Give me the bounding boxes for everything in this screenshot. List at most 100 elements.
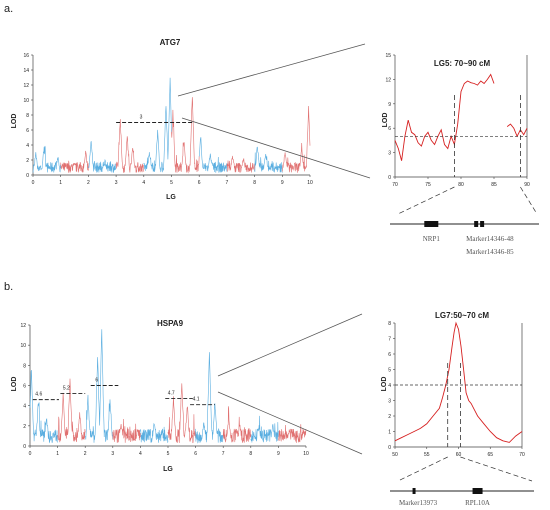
atg7-zoom-x-tick-label: 75 [425,182,431,188]
atg7-ylabel: LOD [11,114,18,129]
atg7-zoom-y-tick-label: 15 [385,53,391,59]
hspa9-y-tick-label: 12 [20,323,26,329]
atg7-lod-line-lg7 [198,137,228,173]
hspa9-x-tick-label: 5 [167,451,170,457]
atg7-zoom-y-tick-label: 3 [388,151,391,157]
hspa9-zoom-y-tick-label: 2 [388,414,391,420]
atg7-x-tick-label: 9 [281,180,284,186]
hspa9-y-tick-label: 6 [23,384,26,390]
hspa9-lod-line-lg7 [195,352,224,444]
hspa9-connector-top [217,313,363,377]
hspa9-threshold-label: 4.6 [35,392,42,398]
hspa9-x-tick-label: 1 [56,451,59,457]
atg7-y-tick-label: 6 [26,128,29,134]
atg7-x-tick-label: 2 [87,180,90,186]
hspa9-lod-line-lg5 [140,422,169,443]
atg7-y-tick-label: 14 [23,68,29,74]
hspa9-x-tick-label: 8 [249,451,252,457]
atg7-zoom-y-tick-label: 12 [385,77,391,83]
atg7-lod-line-lg5 [143,77,172,173]
hspa9-x-tick-label: 10 [303,451,309,457]
panel-label-a: a. [4,3,13,15]
atg7-zoom-map-connector-left [397,186,455,215]
atg7-lod-line-lg3 [88,141,117,173]
atg7-y-tick-label: 16 [23,53,29,59]
hspa9-y-tick-label: 4 [23,404,26,410]
hspa9-xlabel: LG [163,466,173,473]
atg7-lod-line-lg9 [254,146,283,173]
atg7-connector-top [177,43,366,97]
hspa9-zoom-y-tick-label: 4 [388,383,391,389]
hspa9-zoom-y-tick-label: 0 [388,445,391,451]
hspa9-ylabel: LOD [11,377,18,392]
hspa9-x-tick-label: 3 [111,451,114,457]
atg7-lod-line-lg8 [226,155,255,173]
atg7-threshold-label: 3 [140,115,143,121]
hspa9-zoom-y-tick-label: 7 [388,337,391,343]
hspa9-zoom-ylabel: LOD [381,377,388,392]
atg7-x-tick-label: 7 [226,180,229,186]
atg7-x-tick-label: 6 [198,180,201,186]
hspa9-zoom-x-tick-label: 50 [392,452,398,458]
atg7-zoom-y-tick-label: 9 [388,102,391,108]
atg7-lod-line-lg1 [32,145,61,173]
atg7-zoom-x-tick-label: 90 [524,182,530,188]
atg7-lod-line-lg10 [282,105,311,173]
hspa9-lod-line-lg6 [167,383,196,444]
hspa9-zoom-marker-block [412,488,416,494]
hspa9-zoom-y-tick-label: 8 [388,321,391,327]
hspa9-zoom-title: LG7:50~70 cM [435,311,489,320]
atg7-zoom-x-tick-label: 85 [491,182,497,188]
hspa9-threshold-label: 4.1 [193,397,200,403]
atg7-x-tick-label: 1 [59,180,62,186]
hspa9-zoom-lod-line-1 [394,321,523,443]
hspa9-zoom-y-tick-label: 1 [388,430,391,436]
atg7-zoom-lod-line-1 [394,73,495,161]
atg7-zoom-marker-block [480,221,485,227]
atg7-zoom-ylabel: LOD [382,113,389,128]
atg7-xlabel: LG [166,194,176,201]
hspa9-zoom-x-tick-label: 70 [519,452,525,458]
atg7-zoom-map-connector-right [520,186,538,215]
hspa9-lod-line-lg3 [85,329,114,443]
atg7-zoom-marker-label: NRP1 [423,235,441,243]
hspa9-zoom-y-tick-label: 6 [388,352,391,358]
atg7-x-tick-label: 3 [115,180,118,186]
hspa9-zoom-x-tick-label: 60 [456,452,462,458]
atg7-x-tick-label: 10 [307,180,313,186]
atg7-zoom-marker-block [424,221,439,227]
atg7-y-tick-label: 4 [26,143,29,149]
hspa9-lod-line-lg8 [222,406,252,443]
hspa9-zoom-marker-label: Marker13973 [399,499,438,507]
hspa9-x-tick-label: 6 [194,451,197,457]
hspa9-y-tick-label: 10 [20,343,26,349]
hspa9-lod-line-lg4 [112,418,141,443]
atg7-lod-line-lg6 [171,97,200,174]
hspa9-zoom-x-tick-label: 55 [424,452,430,458]
hspa9-threshold-label: 4.7 [168,391,175,397]
atg7-connector-bottom [181,117,371,179]
hspa9-lod-line-lg2 [57,378,86,443]
atg7-y-tick-label: 2 [26,158,29,164]
atg7-zoom-x-tick-label: 70 [392,182,398,188]
atg7-x-tick-label: 5 [170,180,173,186]
atg7-zoom-marker-block [474,221,479,227]
hspa9-x-tick-label: 9 [277,451,280,457]
atg7-zoom-title: LG5: 70~90 cM [434,59,491,68]
atg7-zoom-y-tick-label: 0 [388,175,391,181]
hspa9-x-tick-label: 4 [139,451,142,457]
atg7-y-tick-label: 0 [26,173,29,179]
atg7-zoom-x-tick-label: 80 [458,182,464,188]
hspa9-y-tick-label: 2 [23,424,26,430]
hspa9-y-tick-label: 0 [23,444,26,450]
atg7-lod-line-lg2 [60,150,89,173]
atg7-y-tick-label: 8 [26,113,29,119]
hspa9-title: HSPA9 [157,319,184,328]
hspa9-lod-line-lg1 [29,370,58,444]
hspa9-zoom-map-connector-left [397,456,448,482]
atg7-zoom-y-tick-label: 6 [388,126,391,132]
hspa9-zoom-marker-label: RPL10A [465,499,490,507]
hspa9-connector-bottom [217,391,363,455]
